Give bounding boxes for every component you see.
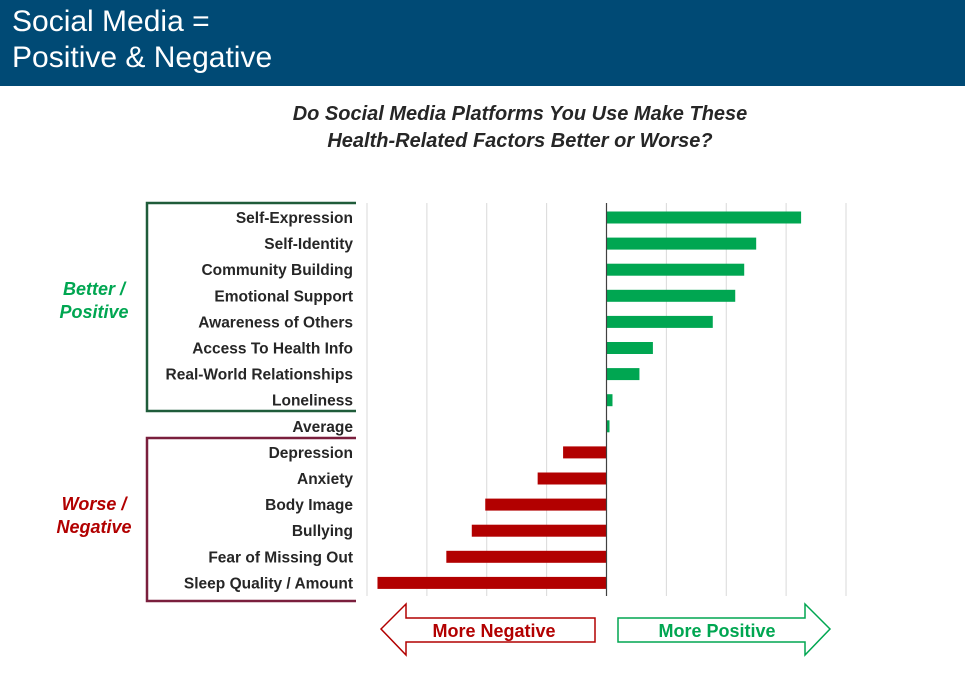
more-positive-label: More Positive (658, 621, 775, 641)
label-average: Average (292, 419, 353, 436)
bar-anxiety (537, 472, 607, 485)
label-awareness-of-others: Awareness of Others (198, 314, 353, 331)
label-loneliness: Loneliness (272, 393, 353, 410)
category-labels: Self-Expression Self-Identity Community Bu… (166, 210, 354, 592)
group-label-negative-line-1: Worse / (62, 494, 129, 514)
label-bullying: Bullying (292, 523, 353, 540)
bar-emotional-support (606, 289, 736, 302)
label-body-image: Body Image (265, 497, 353, 514)
label-anxiety: Anxiety (297, 471, 353, 488)
bar-awareness-of-others (606, 315, 713, 328)
group-bracket-positive (145, 201, 356, 413)
label-fear-of-missing-out: Fear of Missing Out (208, 549, 353, 566)
label-self-identity: Self-Identity (264, 236, 353, 253)
bars (377, 211, 802, 589)
bar-real-world-relationships (606, 368, 640, 381)
chart-title-line-1: Do Social Media Platforms You Use Make T… (292, 103, 748, 125)
group-label-positive-line-2: Positive (59, 302, 128, 322)
bar-fear-of-missing-out (446, 550, 607, 563)
bar-access-to-health-info (606, 342, 653, 354)
more-negative-arrow (379, 602, 596, 657)
label-access-to-health-info: Access To Health Info (192, 341, 353, 358)
page-title-line-1: Social Media = (12, 5, 210, 38)
bar-body-image (485, 498, 607, 511)
bar-self-identity (606, 237, 757, 250)
chart-title-line-2: Health-Related Factors Better or Worse? (327, 130, 713, 152)
group-label-negative-line-2: Negative (56, 517, 131, 537)
page-title-line-2: Positive & Negative (12, 41, 273, 74)
label-self-expression: Self-Expression (236, 210, 353, 227)
bar-self-expression (606, 211, 802, 224)
title-bar: Social Media = Positive & Negative (0, 0, 965, 86)
label-depression: Depression (269, 445, 353, 462)
more-negative-label: More Negative (432, 621, 555, 641)
bar-community-building (606, 263, 745, 276)
bar-bullying (471, 524, 607, 537)
label-sleep-quality-amount: Sleep Quality / Amount (184, 575, 353, 592)
label-community-building: Community Building (201, 262, 353, 279)
group-label-positive-line-1: Better / (63, 279, 127, 299)
bar-loneliness (606, 394, 613, 407)
bar-sleep-quality-amount (377, 576, 607, 589)
label-real-world-relationships: Real-World Relationships (166, 367, 353, 384)
more-positive-arrow (617, 602, 832, 657)
bar-average (606, 420, 610, 433)
label-emotional-support: Emotional Support (214, 288, 353, 305)
bar-depression (563, 446, 607, 459)
group-bracket-negative (145, 436, 356, 603)
